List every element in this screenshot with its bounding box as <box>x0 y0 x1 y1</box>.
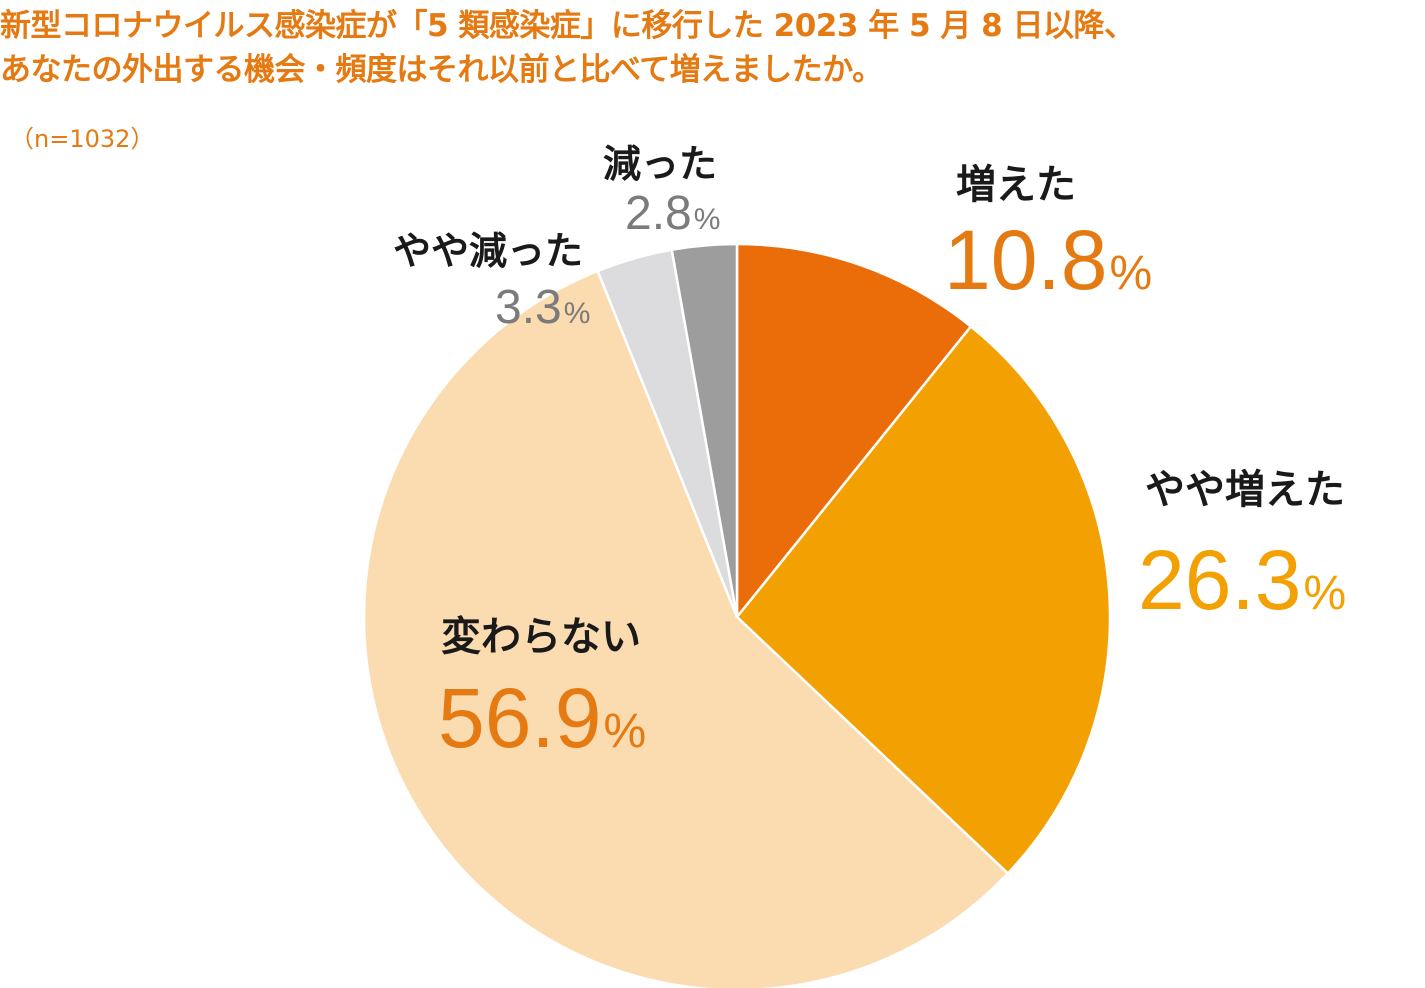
pie-labels: 増えた 10.8% やや増えた 26.3% 変わらない 56.9% やや減った 3.3% 減った… <box>393 142 1346 765</box>
pie-slice-slightly-increased <box>735 325 1112 875</box>
chart-title: 新型コロナウイルス感染症が「5 類感染症」に移行した 2023 年 5 月 8 … <box>0 4 1425 92</box>
slice-value-slightly-decreased: 3.3% <box>495 281 590 334</box>
slice-label-increased: 増えた <box>956 162 1076 208</box>
pie-slice-unchanged <box>362 269 1010 988</box>
slice-value-decreased: 2.8% <box>625 187 720 240</box>
slice-value-unchanged: 56.9% <box>438 671 646 765</box>
chart-title-line-2: あなたの外出する機会・頻度はそれ以前と比べて増えましたか。 <box>0 52 883 88</box>
chart-title-line-1: 新型コロナウイルス感染症が「5 類感染症」に移行した 2023 年 5 月 8 … <box>0 8 1135 44</box>
pie-slice-increased <box>735 242 973 619</box>
sample-size-note: （n=1032） <box>10 125 155 153</box>
slice-label-decreased: 減った <box>603 142 717 186</box>
slice-value-increased: 10.8% <box>944 213 1152 307</box>
slice-label-slightly-decreased: やや減った <box>393 229 583 273</box>
pie-slices <box>362 242 1112 988</box>
pie-slice-decreased <box>670 242 739 619</box>
slice-value-slightly-increased: 26.3% <box>1138 533 1346 627</box>
slice-label-slightly-increased: やや増えた <box>1145 467 1345 513</box>
slice-label-unchanged: 変わらない <box>441 614 641 660</box>
